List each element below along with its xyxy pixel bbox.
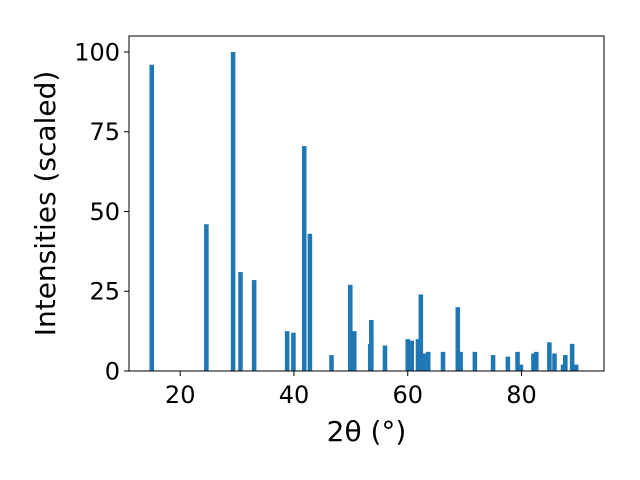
bars-group xyxy=(149,51,579,372)
bar xyxy=(382,345,388,371)
bar xyxy=(515,351,520,371)
bar xyxy=(573,364,579,371)
bar xyxy=(251,280,257,371)
bar xyxy=(534,351,539,371)
bar xyxy=(563,355,568,371)
y-axis-label: Intensities (scaled) xyxy=(29,71,62,337)
bar xyxy=(301,146,307,371)
bar xyxy=(421,353,426,371)
bar xyxy=(329,355,334,371)
bar xyxy=(552,353,557,371)
y-axis-ticks: 0 25 50 75 100 xyxy=(74,38,129,386)
x-tick-label: 40 xyxy=(279,381,310,409)
bar xyxy=(458,351,463,371)
bar xyxy=(405,339,411,371)
bar xyxy=(440,351,446,371)
x-axis-label: 2θ (°) xyxy=(327,415,407,448)
y-tick-label: 25 xyxy=(89,278,120,306)
bar xyxy=(418,294,424,371)
bar xyxy=(455,307,461,371)
bar xyxy=(149,64,155,372)
bar xyxy=(531,353,536,371)
bar xyxy=(348,284,353,371)
bar xyxy=(547,342,552,371)
bar xyxy=(369,319,374,371)
y-tick-label: 100 xyxy=(74,38,120,66)
bar xyxy=(307,233,313,371)
plot-frame xyxy=(128,35,605,372)
bar xyxy=(425,351,431,371)
y-tick-label: 0 xyxy=(105,358,120,386)
x-axis-ticks: 20 40 60 80 xyxy=(165,371,537,409)
bar xyxy=(230,51,236,371)
bar xyxy=(284,331,290,371)
bar xyxy=(351,331,357,371)
bar xyxy=(569,343,575,371)
bar xyxy=(238,272,243,371)
x-tick-label: 80 xyxy=(506,381,537,409)
bar xyxy=(518,364,524,371)
bar xyxy=(415,339,421,371)
bar xyxy=(505,356,511,371)
bar xyxy=(409,340,414,371)
x-tick-label: 20 xyxy=(165,381,196,409)
bar xyxy=(490,355,496,371)
bar xyxy=(472,351,478,371)
bar xyxy=(291,332,296,371)
bar xyxy=(204,224,209,371)
y-tick-label: 50 xyxy=(89,198,120,226)
y-tick-label: 75 xyxy=(89,118,120,146)
x-tick-label: 60 xyxy=(392,381,423,409)
